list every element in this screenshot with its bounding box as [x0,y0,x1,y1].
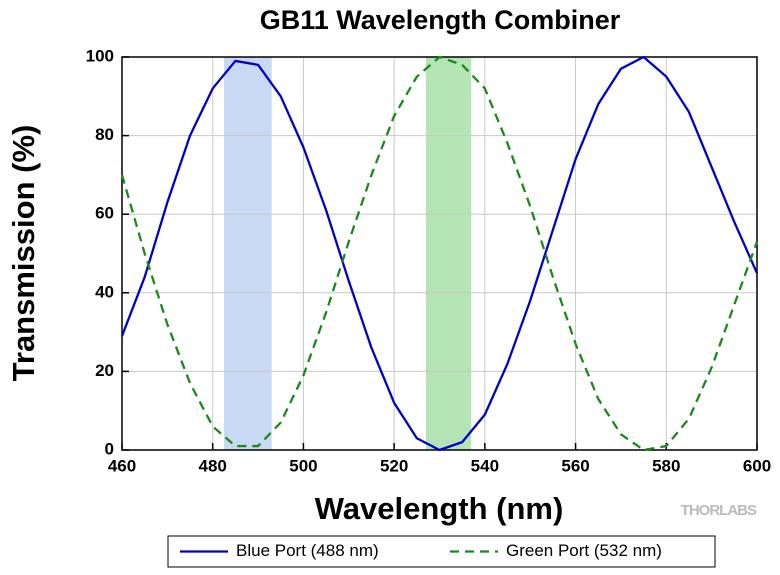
x-tick-label: 600 [743,456,771,475]
x-tick-label: 540 [471,456,499,475]
legend-label: Green Port (532 nm) [506,541,662,560]
highlight-band [224,57,272,450]
x-tick-label: 500 [289,456,317,475]
legend-box [167,535,716,568]
x-tick-label: 560 [561,456,589,475]
x-tick-label: 460 [108,456,136,475]
y-tick-label: 100 [86,46,114,65]
x-tick-label: 480 [199,456,227,475]
y-axis-label: Transmission (%) [6,125,41,382]
x-tick-label: 520 [380,456,408,475]
x-axis-label: Wavelength (nm) [315,491,564,526]
data-line [120,55,759,452]
y-tick-label: 80 [95,125,114,144]
y-tick-label: 0 [105,439,114,458]
legend-label: Blue Port (488 nm) [236,541,379,560]
watermark: THORLABS [681,502,757,519]
y-tick-label: 40 [95,282,114,301]
chart-title: GB11 Wavelength Combiner [260,5,621,35]
y-tick-label: 20 [95,361,114,380]
highlight-band [425,57,472,450]
y-tick-label: 60 [95,204,114,223]
data-line [120,55,759,452]
x-tick-label: 580 [652,456,680,475]
